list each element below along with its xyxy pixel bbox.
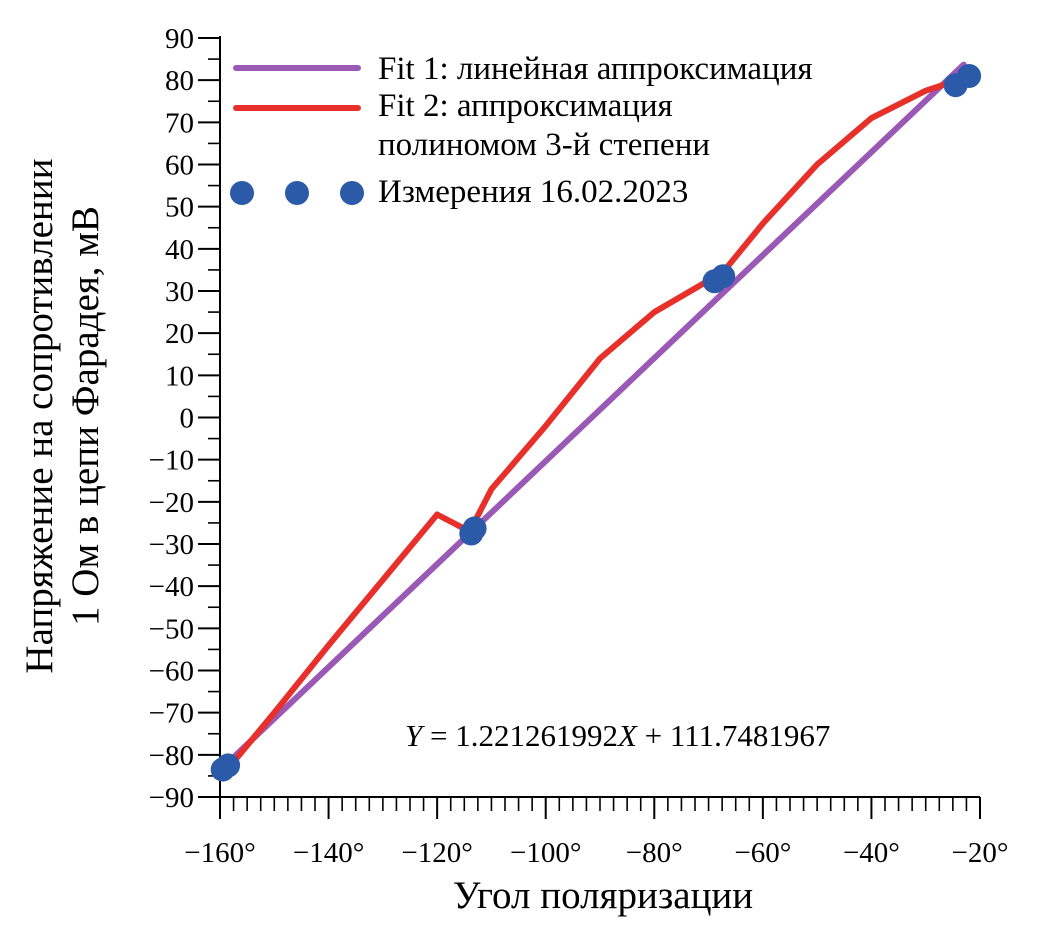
legend-marker-3 [340,181,364,205]
x-tick-label: −60° [734,837,791,869]
legend-label-fit2-line1: Fit 2: аппроксимация [378,88,673,124]
x-tick-label: −40° [843,837,900,869]
x-tick-label: −160° [184,837,255,869]
y-ticks: 90 80 70 60 50 40 30 20 10 0 −10 −20 −30 −40 −50 −60 −70… [149,23,220,814]
fit-lines [222,61,967,775]
y-axis-title-line2: 1 Ом в цепи Фарадея, мВ [64,206,107,626]
x-ticks: −160° −140° −120° −100° −80° −60° −40° −20° [184,797,1008,869]
y-tick-label: 60 [165,150,194,182]
y-tick-label: −50 [149,613,194,645]
y-tick-label: −30 [149,529,194,561]
legend: Fit 1: линейная аппроксимация Fit 2: апп… [230,51,813,210]
measurement-point [957,64,982,88]
legend-marker-1 [230,181,254,205]
x-tick-label: −80° [626,837,683,869]
y-axis-title-line1: Напряжение на сопротивлении [18,158,61,673]
measurement-point [711,264,736,289]
y-tick-label: −10 [149,445,194,477]
y-tick-label: 30 [165,276,194,308]
y-tick-label: 90 [165,23,194,55]
x-tick-label: −20° [952,837,1009,869]
legend-label-fit1: Fit 1: линейная аппроксимация [378,51,813,87]
y-tick-label: 20 [165,318,194,350]
y-tick-label: −20 [149,487,194,519]
y-tick-label: 70 [165,107,194,139]
y-tick-label: −60 [149,656,194,688]
fit-line-1 [222,61,967,768]
measurement-point [462,516,487,541]
x-tick-label: −140° [293,837,364,869]
legend-label-fit2-line2: полиномом 3-й степени [378,127,710,163]
x-axis-title: Угол поляризации [453,874,753,917]
y-tick-label: −90 [149,782,194,814]
fit-equation: Y = 1.221261992X + 111.7481967 [405,718,830,753]
fit-line-2 [222,75,967,775]
y-tick-label: −70 [149,698,194,730]
y-tick-label: 40 [165,234,194,266]
y-tick-label: 0 [180,403,195,435]
y-tick-label: 80 [165,65,194,97]
legend-marker-2 [285,181,309,205]
y-tick-label: 50 [165,192,194,224]
x-tick-label: −100° [510,837,581,869]
legend-label-measurements: Измерения 16.02.2023 [378,174,688,210]
measurement-point [216,753,241,778]
y-tick-label: −80 [149,740,194,772]
y-tick-label: −40 [149,571,194,603]
y-tick-label: 10 [165,360,194,392]
x-tick-label: −120° [401,837,472,869]
measurement-points [210,64,982,782]
